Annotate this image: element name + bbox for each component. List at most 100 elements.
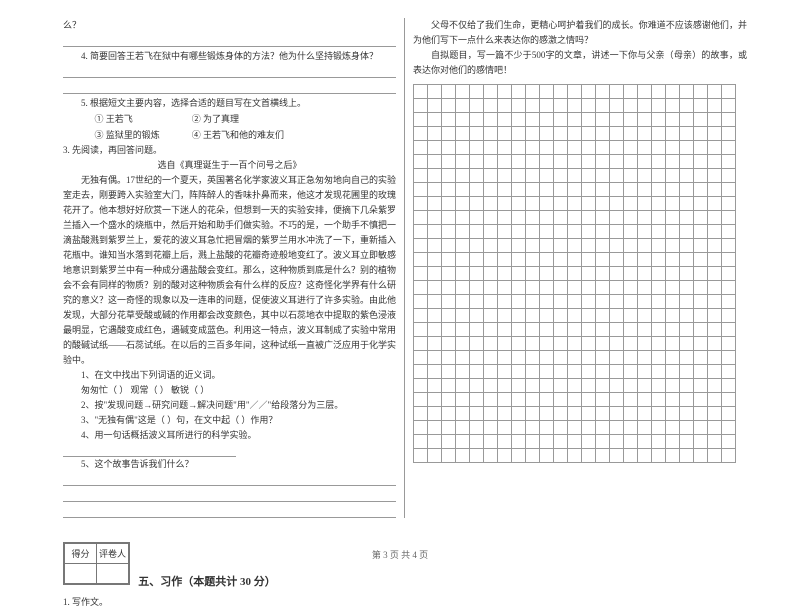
grid-cell — [596, 281, 610, 295]
grid-cell — [708, 127, 722, 141]
blank-line — [63, 488, 396, 502]
grid-cell — [456, 267, 470, 281]
grid-cell — [638, 421, 652, 435]
grid-cell — [512, 197, 526, 211]
grid-cell — [470, 337, 484, 351]
grid-cell — [512, 183, 526, 197]
grid-cell — [596, 449, 610, 463]
grid-cell — [554, 127, 568, 141]
grid-cell — [680, 183, 694, 197]
grid-cell — [470, 281, 484, 295]
grid-cell — [526, 239, 540, 253]
grid-cell — [428, 99, 442, 113]
grid-cell — [526, 309, 540, 323]
grid-cell — [596, 365, 610, 379]
grid-cell — [526, 449, 540, 463]
grid-cell — [624, 197, 638, 211]
grid-cell — [652, 155, 666, 169]
grid-cell — [722, 421, 736, 435]
grid-cell — [638, 85, 652, 99]
grid-cell — [554, 351, 568, 365]
pq3b: ）句，在文中起（ — [167, 415, 239, 425]
grid-cell — [484, 211, 498, 225]
grid-cell — [694, 365, 708, 379]
grid-cell — [512, 155, 526, 169]
grid-cell — [624, 85, 638, 99]
grid-cell — [470, 393, 484, 407]
grid-cell — [722, 141, 736, 155]
grid-cell — [610, 393, 624, 407]
grid-cell — [470, 435, 484, 449]
grid-cell — [582, 169, 596, 183]
grid-cell — [442, 169, 456, 183]
grid-cell — [414, 337, 428, 351]
grid-cell — [722, 379, 736, 393]
grid-cell — [596, 351, 610, 365]
grid-cell — [638, 365, 652, 379]
grid-cell — [638, 337, 652, 351]
grid-cell — [526, 141, 540, 155]
grid-cell — [526, 197, 540, 211]
grid-cell — [708, 155, 722, 169]
grid-cell — [470, 449, 484, 463]
grid-cell — [666, 421, 680, 435]
options-row1: ① 王若飞 ② 为了真理 — [63, 111, 396, 127]
grid-cell — [694, 435, 708, 449]
grid-cell — [722, 183, 736, 197]
grid-cell — [414, 197, 428, 211]
grid-cell — [442, 225, 456, 239]
grid-cell — [512, 393, 526, 407]
grid-cell — [428, 295, 442, 309]
grid-cell — [540, 155, 554, 169]
grid-cell — [624, 449, 638, 463]
grid-cell — [526, 183, 540, 197]
grid-cell — [652, 183, 666, 197]
grid-cell — [694, 281, 708, 295]
grid-cell — [428, 351, 442, 365]
grid-cell — [470, 141, 484, 155]
grid-cell — [722, 407, 736, 421]
grid-cell — [610, 337, 624, 351]
grid-cell — [708, 183, 722, 197]
grid-cell — [652, 393, 666, 407]
grid-cell — [694, 393, 708, 407]
grid-cell — [610, 281, 624, 295]
grid-cell — [568, 99, 582, 113]
grid-cell — [708, 379, 722, 393]
grid-cell — [456, 211, 470, 225]
grid-cell — [638, 239, 652, 253]
grid-cell — [456, 127, 470, 141]
grid-cell — [414, 421, 428, 435]
grid-cell — [540, 127, 554, 141]
grid-cell — [624, 365, 638, 379]
grid-cell — [554, 99, 568, 113]
grid-cell — [638, 127, 652, 141]
right-column: 父母不仅给了我们生命，更精心呵护着我们的成长。你难道不应该感谢他们，并为他们写下… — [405, 18, 755, 518]
pq1c: ） 敏锐（ — [160, 385, 198, 395]
grid-cell — [694, 337, 708, 351]
grid-cell — [568, 351, 582, 365]
grid-cell — [596, 127, 610, 141]
grid-cell — [624, 113, 638, 127]
grid-cell — [680, 141, 694, 155]
grid-cell — [512, 365, 526, 379]
grid-cell — [470, 365, 484, 379]
grid-cell — [568, 183, 582, 197]
grid-cell — [470, 267, 484, 281]
pq1: 1、在文中找出下列词语的近义词。 — [63, 368, 396, 383]
grid-cell — [722, 435, 736, 449]
grid-cell — [680, 225, 694, 239]
grid-cell — [610, 155, 624, 169]
grid-cell — [498, 365, 512, 379]
grid-cell — [540, 183, 554, 197]
opt2: ② 为了真理 — [192, 114, 239, 124]
grid-cell — [624, 407, 638, 421]
score-cell — [65, 564, 97, 584]
grid-cell — [708, 351, 722, 365]
grid-cell — [722, 127, 736, 141]
grid-cell — [610, 435, 624, 449]
pq5: 5、这个故事告诉我们什么？ — [63, 457, 396, 472]
grid-cell — [470, 113, 484, 127]
grid-cell — [638, 225, 652, 239]
grid-cell — [512, 211, 526, 225]
